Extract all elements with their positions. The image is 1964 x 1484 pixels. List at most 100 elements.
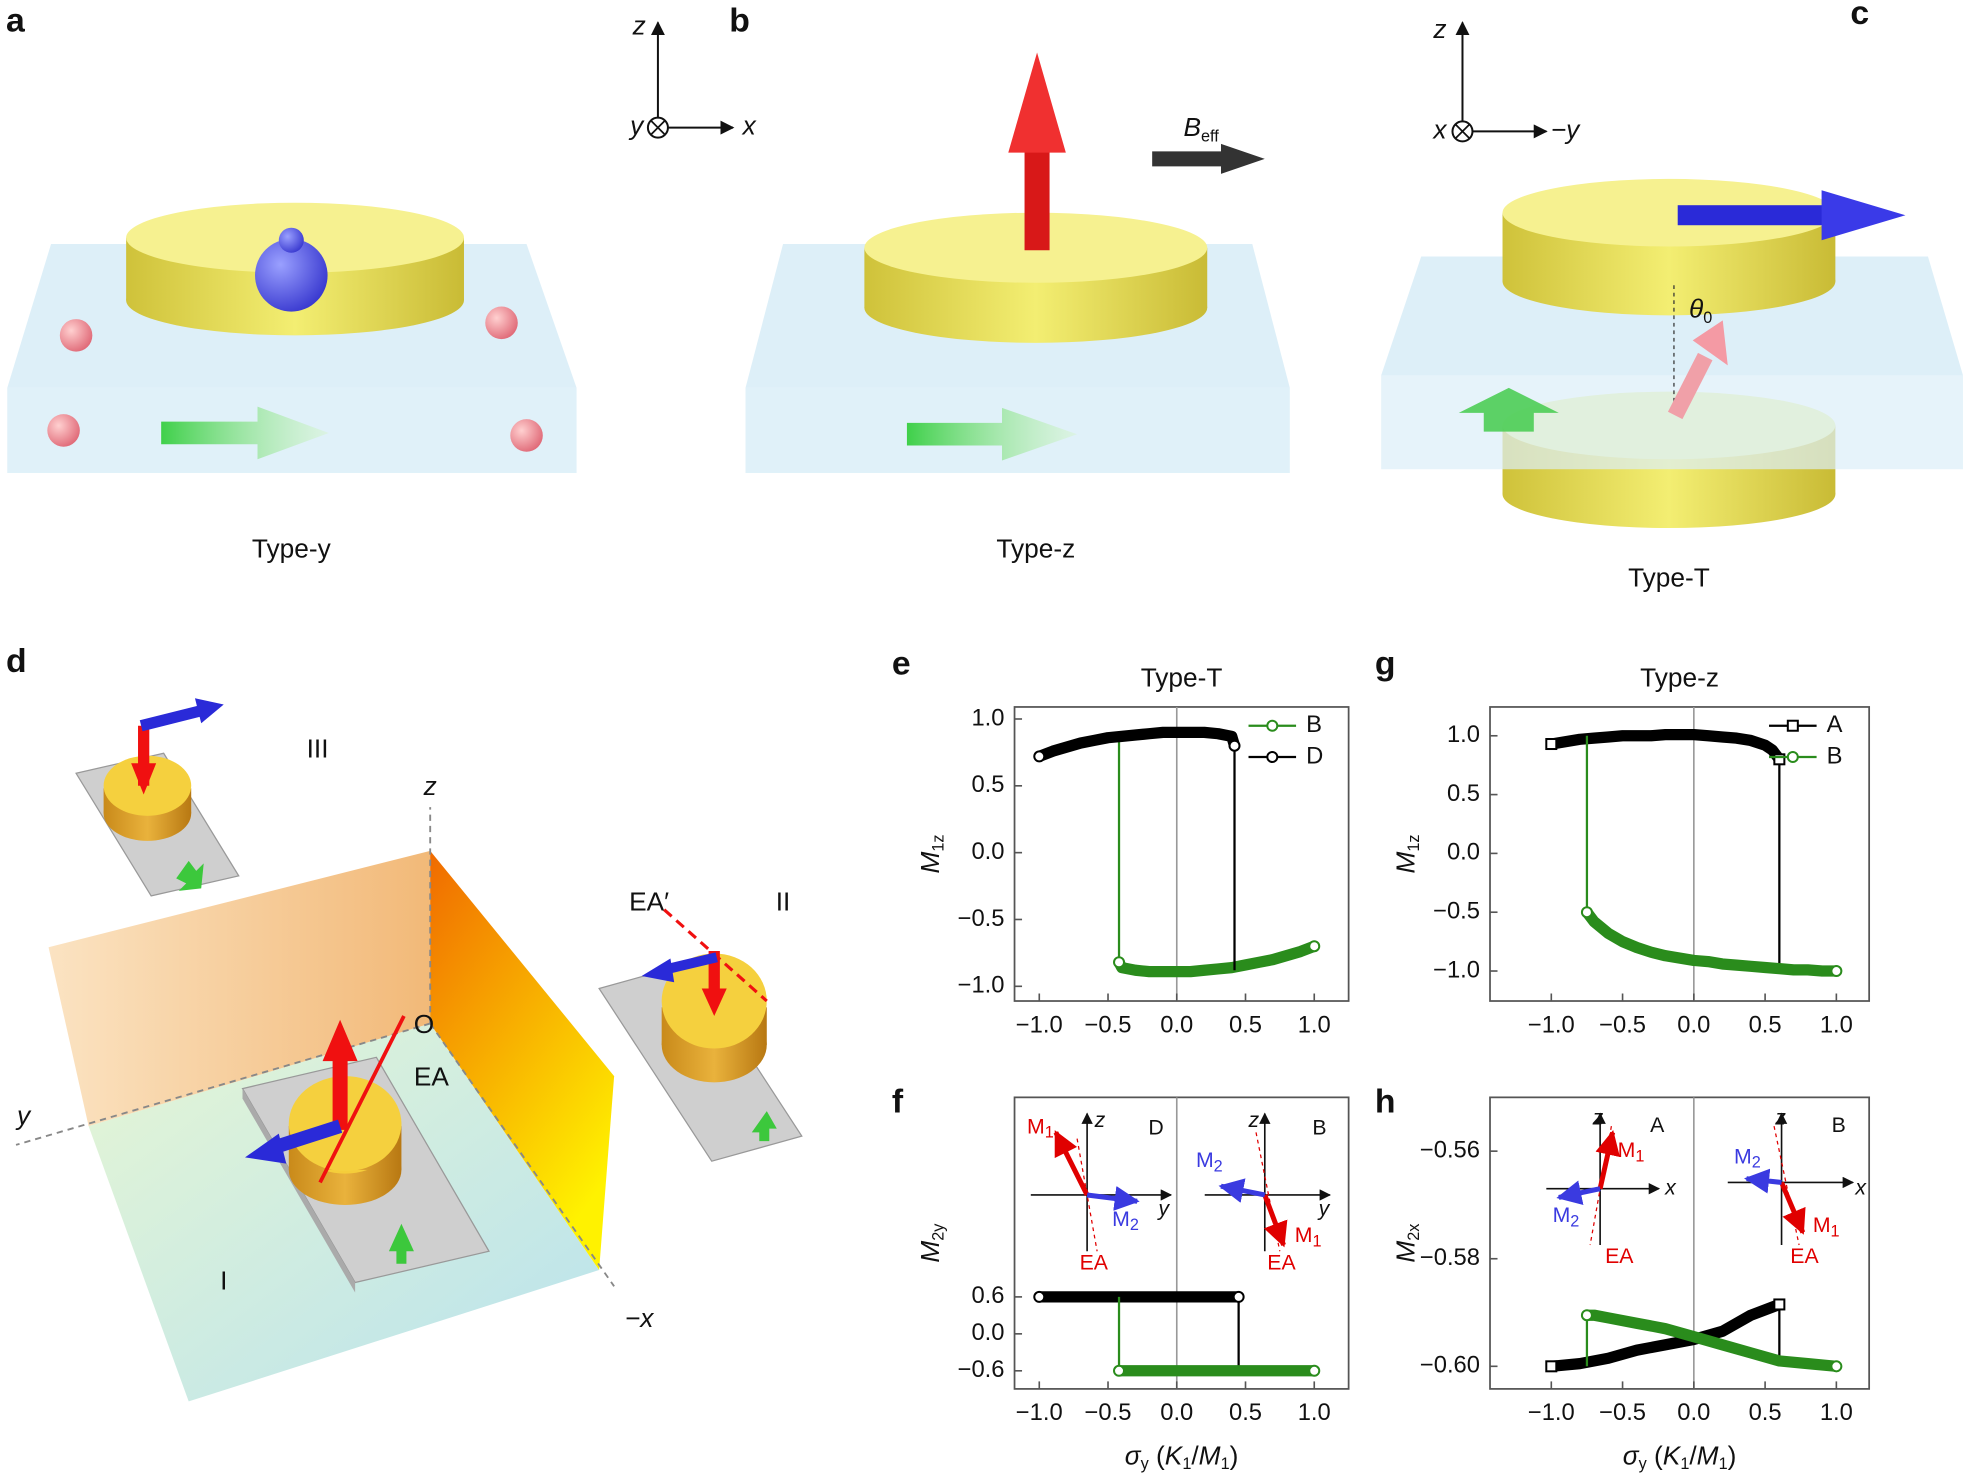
end-marker xyxy=(1228,739,1241,752)
axis-label: −x xyxy=(625,1303,654,1333)
y-tick-label: 0.0 xyxy=(1447,839,1480,866)
end-marker xyxy=(1113,956,1126,969)
inset-subscript: 2 xyxy=(1570,1213,1579,1231)
legend-label: D xyxy=(1306,742,1323,769)
inset-text: M xyxy=(1813,1213,1831,1237)
panel-c-illustration xyxy=(1381,21,1963,529)
inset-h xyxy=(1546,1112,1855,1246)
x-tick-label: 0.5 xyxy=(1229,1399,1262,1426)
x-tick-label: 1.0 xyxy=(1298,1011,1331,1038)
origin-label: O xyxy=(414,1009,434,1039)
field-label: Beff xyxy=(1183,112,1219,146)
y-axis-label: M2x xyxy=(1390,1224,1423,1263)
panel-label: h xyxy=(1375,1083,1396,1121)
panel-label: f xyxy=(892,1083,904,1121)
x-tick-label: −1.0 xyxy=(1016,1011,1063,1038)
angle-label: θ0 xyxy=(1689,293,1712,327)
axis-label: z xyxy=(632,10,646,40)
caption: Type-T xyxy=(1628,562,1710,592)
legend-marker xyxy=(1786,719,1799,732)
x-tick-label: 0.5 xyxy=(1749,1399,1782,1426)
x-axis-subscript: y xyxy=(1141,1456,1150,1474)
x-axis-text: M xyxy=(1697,1441,1719,1471)
x-axis-subscript: 1 xyxy=(1719,1456,1728,1474)
y-tick-label: 1.0 xyxy=(1447,721,1480,748)
inset-subscript: 2 xyxy=(1214,1158,1223,1176)
panel-label: a xyxy=(6,1,25,39)
inset-label: z xyxy=(1774,1105,1786,1129)
inset-label: y xyxy=(1156,1197,1170,1221)
x-axis-label: σy (K1/M1) xyxy=(1125,1441,1239,1474)
x-tick-label: −1.0 xyxy=(1528,1011,1575,1038)
x-tick-label: −0.5 xyxy=(1085,1399,1132,1426)
inset-text: M xyxy=(1295,1223,1313,1247)
y-tick-label: −0.5 xyxy=(958,905,1005,932)
y-tick-label: −0.6 xyxy=(958,1356,1005,1383)
inset-label: M2 xyxy=(1112,1207,1139,1235)
panel-label: b xyxy=(729,1,750,39)
y-tick-label: −1.0 xyxy=(1433,956,1480,983)
inset-subscript: 2 xyxy=(1752,1154,1761,1172)
inset-label: M1 xyxy=(1813,1213,1840,1241)
inset-text: M xyxy=(1618,1138,1636,1162)
inset-f xyxy=(1030,1112,1331,1252)
y-tick-label: 0.0 xyxy=(971,1319,1004,1346)
axis-label: z xyxy=(1432,14,1446,44)
y-axis-symbol: M xyxy=(915,1241,945,1263)
y-tick-label: 0.0 xyxy=(971,838,1004,865)
inset-text: M xyxy=(1027,1114,1045,1138)
x-axis-subscript: 1 xyxy=(1221,1456,1230,1474)
panel-a-illustration xyxy=(7,21,735,473)
legend-label: A xyxy=(1827,711,1843,738)
y-tick-label: 0.5 xyxy=(1447,780,1480,807)
end-marker xyxy=(1308,1364,1321,1377)
region-label: I xyxy=(220,1265,227,1295)
x-axis-label: σy (K1/M1) xyxy=(1623,1441,1737,1474)
inset-label: EA xyxy=(1605,1244,1634,1268)
chart-title: Type-T xyxy=(1141,662,1223,692)
region-label: III xyxy=(307,734,329,764)
x-tick-label: −1.0 xyxy=(1016,1399,1063,1426)
inset-label: z xyxy=(1592,1105,1604,1129)
x-axis-text: / xyxy=(1689,1441,1697,1471)
curve xyxy=(1038,731,1236,971)
x-tick-label: 1.0 xyxy=(1820,1011,1853,1038)
x-tick-label: 0.0 xyxy=(1160,1011,1193,1038)
x-tick-label: 1.0 xyxy=(1298,1399,1331,1426)
x-tick-label: 0.5 xyxy=(1749,1011,1782,1038)
inset-label: z xyxy=(1248,1108,1260,1132)
inset-label: z xyxy=(1094,1108,1106,1132)
plot-frame xyxy=(1489,1096,1871,1390)
end-marker xyxy=(1830,965,1843,978)
axis-label: y xyxy=(15,1100,32,1130)
end-marker xyxy=(1545,1360,1558,1373)
inset-label: M1 xyxy=(1295,1223,1322,1251)
curve xyxy=(1117,735,1315,973)
panel-label: c xyxy=(1850,0,1869,32)
y-axis-subscript: 2x xyxy=(1405,1224,1423,1241)
curve-band xyxy=(1113,940,1320,978)
end-marker xyxy=(1308,940,1321,953)
inset-subscript: 1 xyxy=(1313,1233,1322,1251)
curve xyxy=(1551,733,1781,969)
y-axis-symbol: M xyxy=(1390,1241,1420,1263)
inset-label: M2 xyxy=(1196,1148,1223,1176)
y-tick-label: −0.5 xyxy=(1433,897,1480,924)
chart-title: Type-z xyxy=(1640,662,1719,692)
x-axis-subscript: 1 xyxy=(1182,1456,1191,1474)
axis-label: z xyxy=(423,771,437,801)
end-marker xyxy=(1773,1298,1786,1311)
inset-label: x xyxy=(1664,1175,1677,1199)
inset-label: x xyxy=(1854,1175,1867,1199)
end-marker xyxy=(1580,906,1593,919)
panel-b-illustration xyxy=(745,52,1290,473)
legend-label: B xyxy=(1306,711,1322,738)
x-axis-text: σ xyxy=(1623,1441,1640,1471)
angle-subscript: 0 xyxy=(1703,309,1712,327)
inset-label: EA xyxy=(1267,1250,1296,1274)
axis-label: y xyxy=(628,111,645,141)
panel-d-illustration xyxy=(15,698,803,1402)
y-axis-subscript: 1z xyxy=(930,834,948,851)
panel-label: d xyxy=(6,642,27,680)
